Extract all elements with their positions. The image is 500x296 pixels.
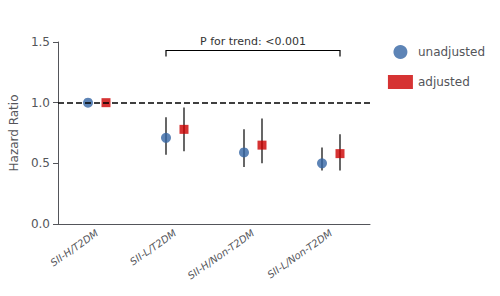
svg-text:1.0: 1.0 [31, 96, 50, 110]
svg-text:SII-H/Non-T2DM: SII-H/Non-T2DM [186, 227, 257, 281]
svg-text:SII-H/T2DM: SII-H/T2DM [48, 227, 100, 268]
svg-text:0.5: 0.5 [31, 156, 50, 170]
svg-text:1.5: 1.5 [31, 35, 50, 49]
svg-text:SII-L/T2DM: SII-L/T2DM [128, 227, 179, 267]
svg-text:Hazard Ratio: Hazard Ratio [7, 95, 21, 172]
svg-text:SII-L/Non-T2DM: SII-L/Non-T2DM [265, 227, 334, 280]
svg-text:adjusted: adjusted [418, 75, 470, 89]
svg-text:P for trend: <0.001: P for trend: <0.001 [200, 35, 306, 48]
svg-text:unadjusted: unadjusted [418, 45, 485, 59]
svg-text:0.0: 0.0 [31, 217, 50, 231]
